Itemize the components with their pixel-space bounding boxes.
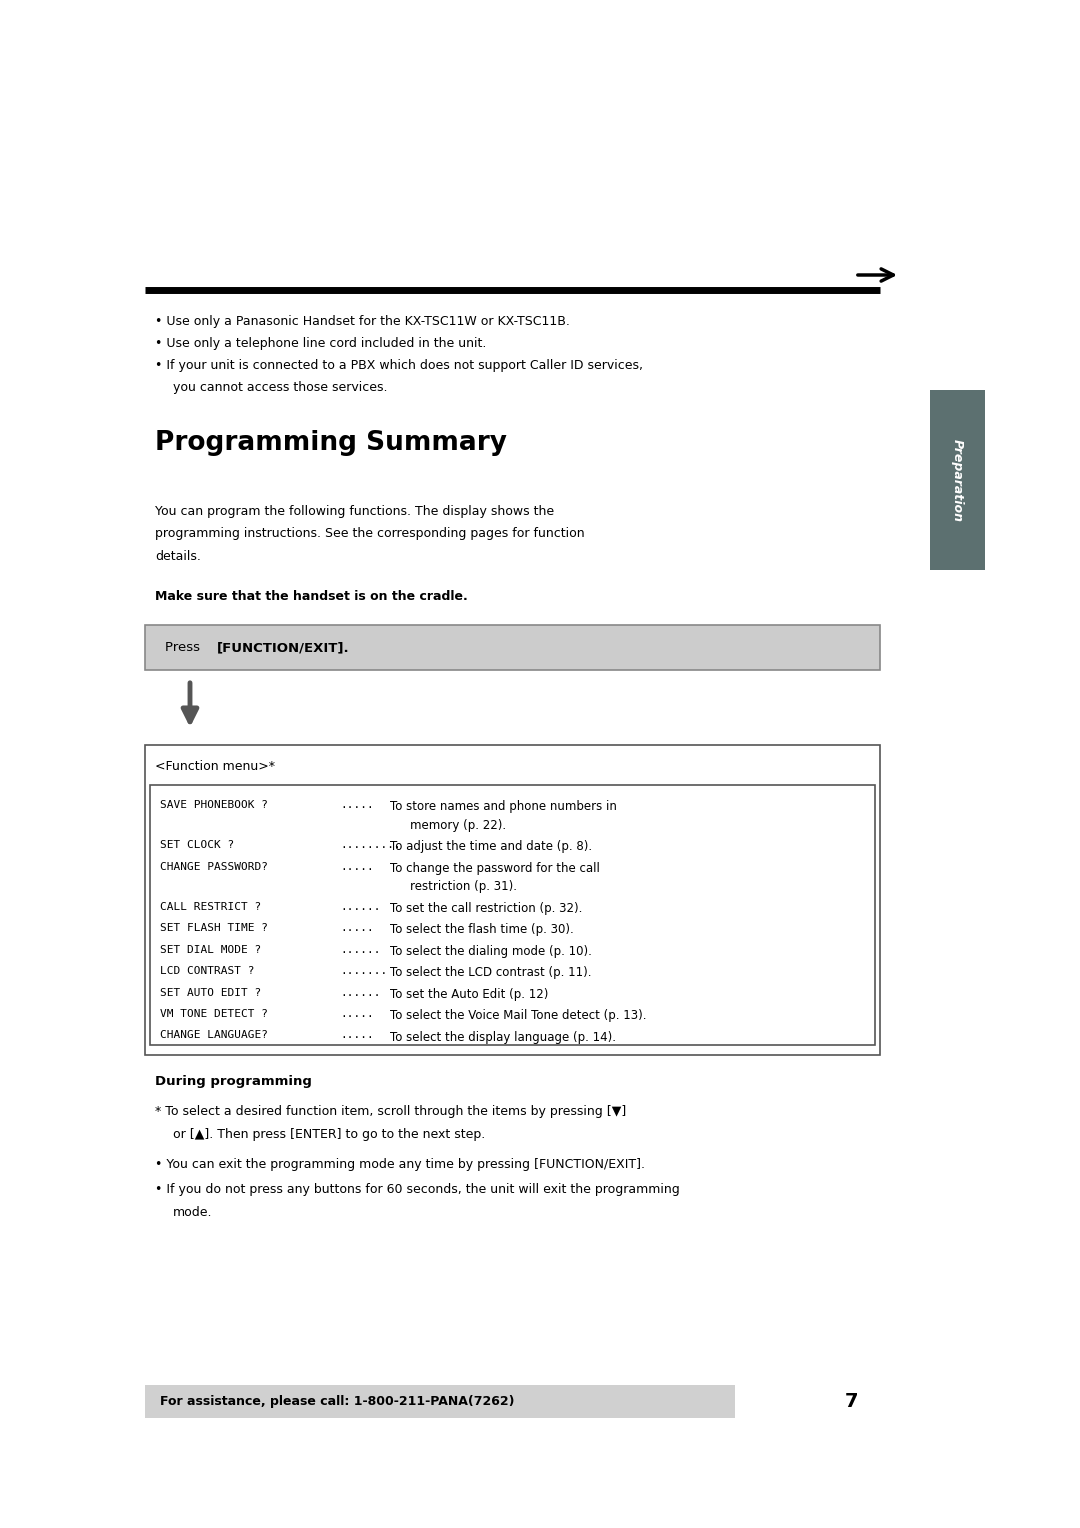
Text: ......: ...... <box>340 902 380 912</box>
Text: Make sure that the handset is on the cradle.: Make sure that the handset is on the cra… <box>156 590 468 604</box>
Text: To select the display language (p. 14).: To select the display language (p. 14). <box>390 1030 616 1044</box>
Text: To select the LCD contrast (p. 11).: To select the LCD contrast (p. 11). <box>390 966 592 979</box>
Text: To store names and phone numbers in: To store names and phone numbers in <box>390 801 617 813</box>
Text: SAVE PHONEBOOK ?: SAVE PHONEBOOK ? <box>160 801 268 810</box>
Text: mode.: mode. <box>173 1206 213 1219</box>
Text: [FUNCTION/EXIT].: [FUNCTION/EXIT]. <box>217 642 350 654</box>
Text: SET DIAL MODE ?: SET DIAL MODE ? <box>160 944 261 955</box>
Text: .....: ..... <box>340 1008 374 1019</box>
Text: SET FLASH TIME ?: SET FLASH TIME ? <box>160 923 268 934</box>
Text: details.: details. <box>156 550 201 562</box>
Text: * To select a desired function item, scroll through the items by pressing [▼]: * To select a desired function item, scr… <box>156 1105 626 1118</box>
Text: VM TONE DETECT ?: VM TONE DETECT ? <box>160 1008 268 1019</box>
Text: Preparation: Preparation <box>951 439 964 521</box>
Text: CHANGE LANGUAGE?: CHANGE LANGUAGE? <box>160 1030 268 1041</box>
Text: • Use only a telephone line cord included in the unit.: • Use only a telephone line cord include… <box>156 338 486 350</box>
FancyBboxPatch shape <box>930 390 985 570</box>
Text: SET CLOCK ?: SET CLOCK ? <box>160 840 234 850</box>
Text: .....: ..... <box>340 1030 374 1041</box>
Text: .......: ....... <box>340 966 388 976</box>
Text: you cannot access those services.: you cannot access those services. <box>173 380 388 394</box>
Text: To select the flash time (p. 30).: To select the flash time (p. 30). <box>390 923 573 937</box>
Text: For assistance, please call: 1-800-211-PANA(7262): For assistance, please call: 1-800-211-P… <box>160 1395 514 1407</box>
Text: .....: ..... <box>340 862 374 871</box>
Text: restriction (p. 31).: restriction (p. 31). <box>410 880 517 892</box>
Text: ......: ...... <box>340 987 380 998</box>
Text: CHANGE PASSWORD?: CHANGE PASSWORD? <box>160 862 268 871</box>
Text: .....: ..... <box>340 923 374 934</box>
Text: memory (p. 22).: memory (p. 22). <box>410 819 507 831</box>
Text: • If you do not press any buttons for 60 seconds, the unit will exit the program: • If you do not press any buttons for 60… <box>156 1183 679 1196</box>
Text: CALL RESTRICT ?: CALL RESTRICT ? <box>160 902 261 912</box>
Text: Programming Summary: Programming Summary <box>156 429 507 455</box>
Text: .....: ..... <box>340 801 374 810</box>
Text: SET AUTO EDIT ?: SET AUTO EDIT ? <box>160 987 261 998</box>
Text: 7: 7 <box>845 1392 859 1410</box>
Text: ......: ...... <box>340 944 380 955</box>
Text: or [▲]. Then press [ENTER] to go to the next step.: or [▲]. Then press [ENTER] to go to the … <box>173 1128 485 1141</box>
FancyBboxPatch shape <box>145 625 880 669</box>
Text: • Use only a Panasonic Handset for the KX-TSC11W or KX-TSC11B.: • Use only a Panasonic Handset for the K… <box>156 315 570 329</box>
Text: To select the Voice Mail Tone detect (p. 13).: To select the Voice Mail Tone detect (p.… <box>390 1008 647 1022</box>
FancyBboxPatch shape <box>150 785 875 1045</box>
Text: • You can exit the programming mode any time by pressing [FUNCTION/EXIT].: • You can exit the programming mode any … <box>156 1158 645 1170</box>
Text: <Function menu>*: <Function menu>* <box>156 759 275 773</box>
Text: To select the dialing mode (p. 10).: To select the dialing mode (p. 10). <box>390 944 592 958</box>
Text: .........: ......... <box>340 840 401 850</box>
Text: To change the password for the call: To change the password for the call <box>390 862 599 874</box>
Text: To adjust the time and date (p. 8).: To adjust the time and date (p. 8). <box>390 840 592 853</box>
Text: To set the Auto Edit (p. 12): To set the Auto Edit (p. 12) <box>390 987 549 1001</box>
Text: To set the call restriction (p. 32).: To set the call restriction (p. 32). <box>390 902 582 914</box>
Text: During programming: During programming <box>156 1076 312 1088</box>
Text: LCD CONTRAST ?: LCD CONTRAST ? <box>160 966 255 976</box>
Text: You can program the following functions. The display shows the: You can program the following functions.… <box>156 504 554 518</box>
FancyBboxPatch shape <box>145 1384 735 1418</box>
Text: • If your unit is connected to a PBX which does not support Caller ID services,: • If your unit is connected to a PBX whi… <box>156 359 643 371</box>
Text: programming instructions. See the corresponding pages for function: programming instructions. See the corres… <box>156 527 584 541</box>
Text: Press: Press <box>165 642 204 654</box>
FancyBboxPatch shape <box>145 746 880 1054</box>
